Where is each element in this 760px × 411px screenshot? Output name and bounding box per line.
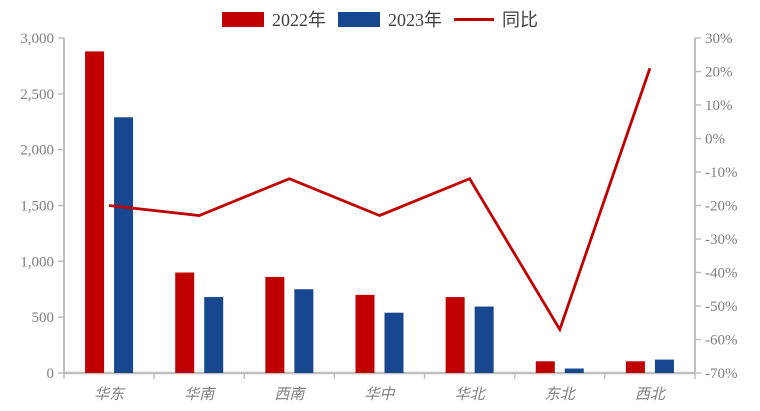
- legend-item-yoy: 同比: [454, 6, 538, 32]
- yoy-line: [108, 67, 652, 333]
- legend-label-2022: 2022年: [272, 10, 326, 30]
- x-axis-category-label: 华东: [94, 386, 126, 403]
- right-axis-tick-label: -40%: [705, 266, 738, 282]
- bar-2022年-西北: [625, 361, 645, 373]
- left-axis-tick-label: 2,500: [20, 87, 54, 103]
- bar-2023年-华东: [114, 117, 134, 374]
- legend-swatch-2022: [222, 11, 264, 27]
- bar-2022年-华中: [355, 294, 375, 373]
- left-axis-tick-label: 0: [47, 366, 55, 382]
- left-axis-tick-label: 3,000: [20, 31, 54, 47]
- left-axis-tick-label: 1,500: [20, 199, 54, 215]
- bar-2022年-华东: [85, 51, 105, 374]
- right-axis-tick-label: -60%: [705, 333, 738, 349]
- right-axis-tick-label: 0%: [705, 132, 725, 148]
- x-axis-category-label: 华中: [364, 386, 396, 403]
- legend-label-yoy: 同比: [502, 10, 538, 30]
- legend-label-2023: 2023年: [388, 10, 442, 30]
- right-axis-tick-label: 20%: [705, 65, 733, 81]
- legend-swatch-2023: [338, 11, 380, 27]
- bar-2023年-西南: [294, 289, 314, 373]
- bar-2023年-华中: [384, 312, 404, 373]
- bar-2022年-东北: [535, 361, 555, 373]
- x-axis-category-label: 西南: [274, 386, 306, 403]
- left-axis-tick-label: 1,000: [20, 254, 54, 270]
- legend-item-2022: 2022年: [222, 6, 326, 32]
- right-axis-tick-label: -70%: [705, 366, 738, 382]
- right-axis-tick-label: -20%: [705, 199, 738, 215]
- bar-2022年-华北: [445, 297, 465, 373]
- bar-2022年-华南: [175, 272, 195, 373]
- bar-2022年-西南: [265, 276, 285, 373]
- bar-2023年-西北: [654, 359, 674, 373]
- left-axis-tick-label: 2,000: [20, 143, 54, 159]
- bar-2023年-东北: [564, 368, 584, 373]
- x-axis-category-label: 东北: [545, 386, 577, 403]
- legend-item-2023: 2023年: [338, 6, 442, 32]
- legend-line-swatch-yoy: [454, 17, 494, 21]
- bar-2023年-华北: [474, 306, 494, 373]
- x-axis-category-label: 华南: [184, 386, 216, 403]
- x-axis-category-label: 西北: [635, 386, 667, 403]
- bar-2023年-华南: [204, 297, 224, 373]
- right-axis-tick-label: -50%: [705, 299, 738, 315]
- right-axis-tick-label: 10%: [705, 98, 733, 114]
- x-axis-category-label: 华北: [455, 386, 487, 403]
- right-axis-tick-label: 30%: [705, 31, 733, 47]
- right-axis-tick-label: -30%: [705, 232, 738, 248]
- right-axis-tick-label: -10%: [705, 165, 738, 181]
- chart-legend: 2022年 2023年 同比: [0, 6, 760, 32]
- left-axis-tick-label: 500: [32, 310, 55, 326]
